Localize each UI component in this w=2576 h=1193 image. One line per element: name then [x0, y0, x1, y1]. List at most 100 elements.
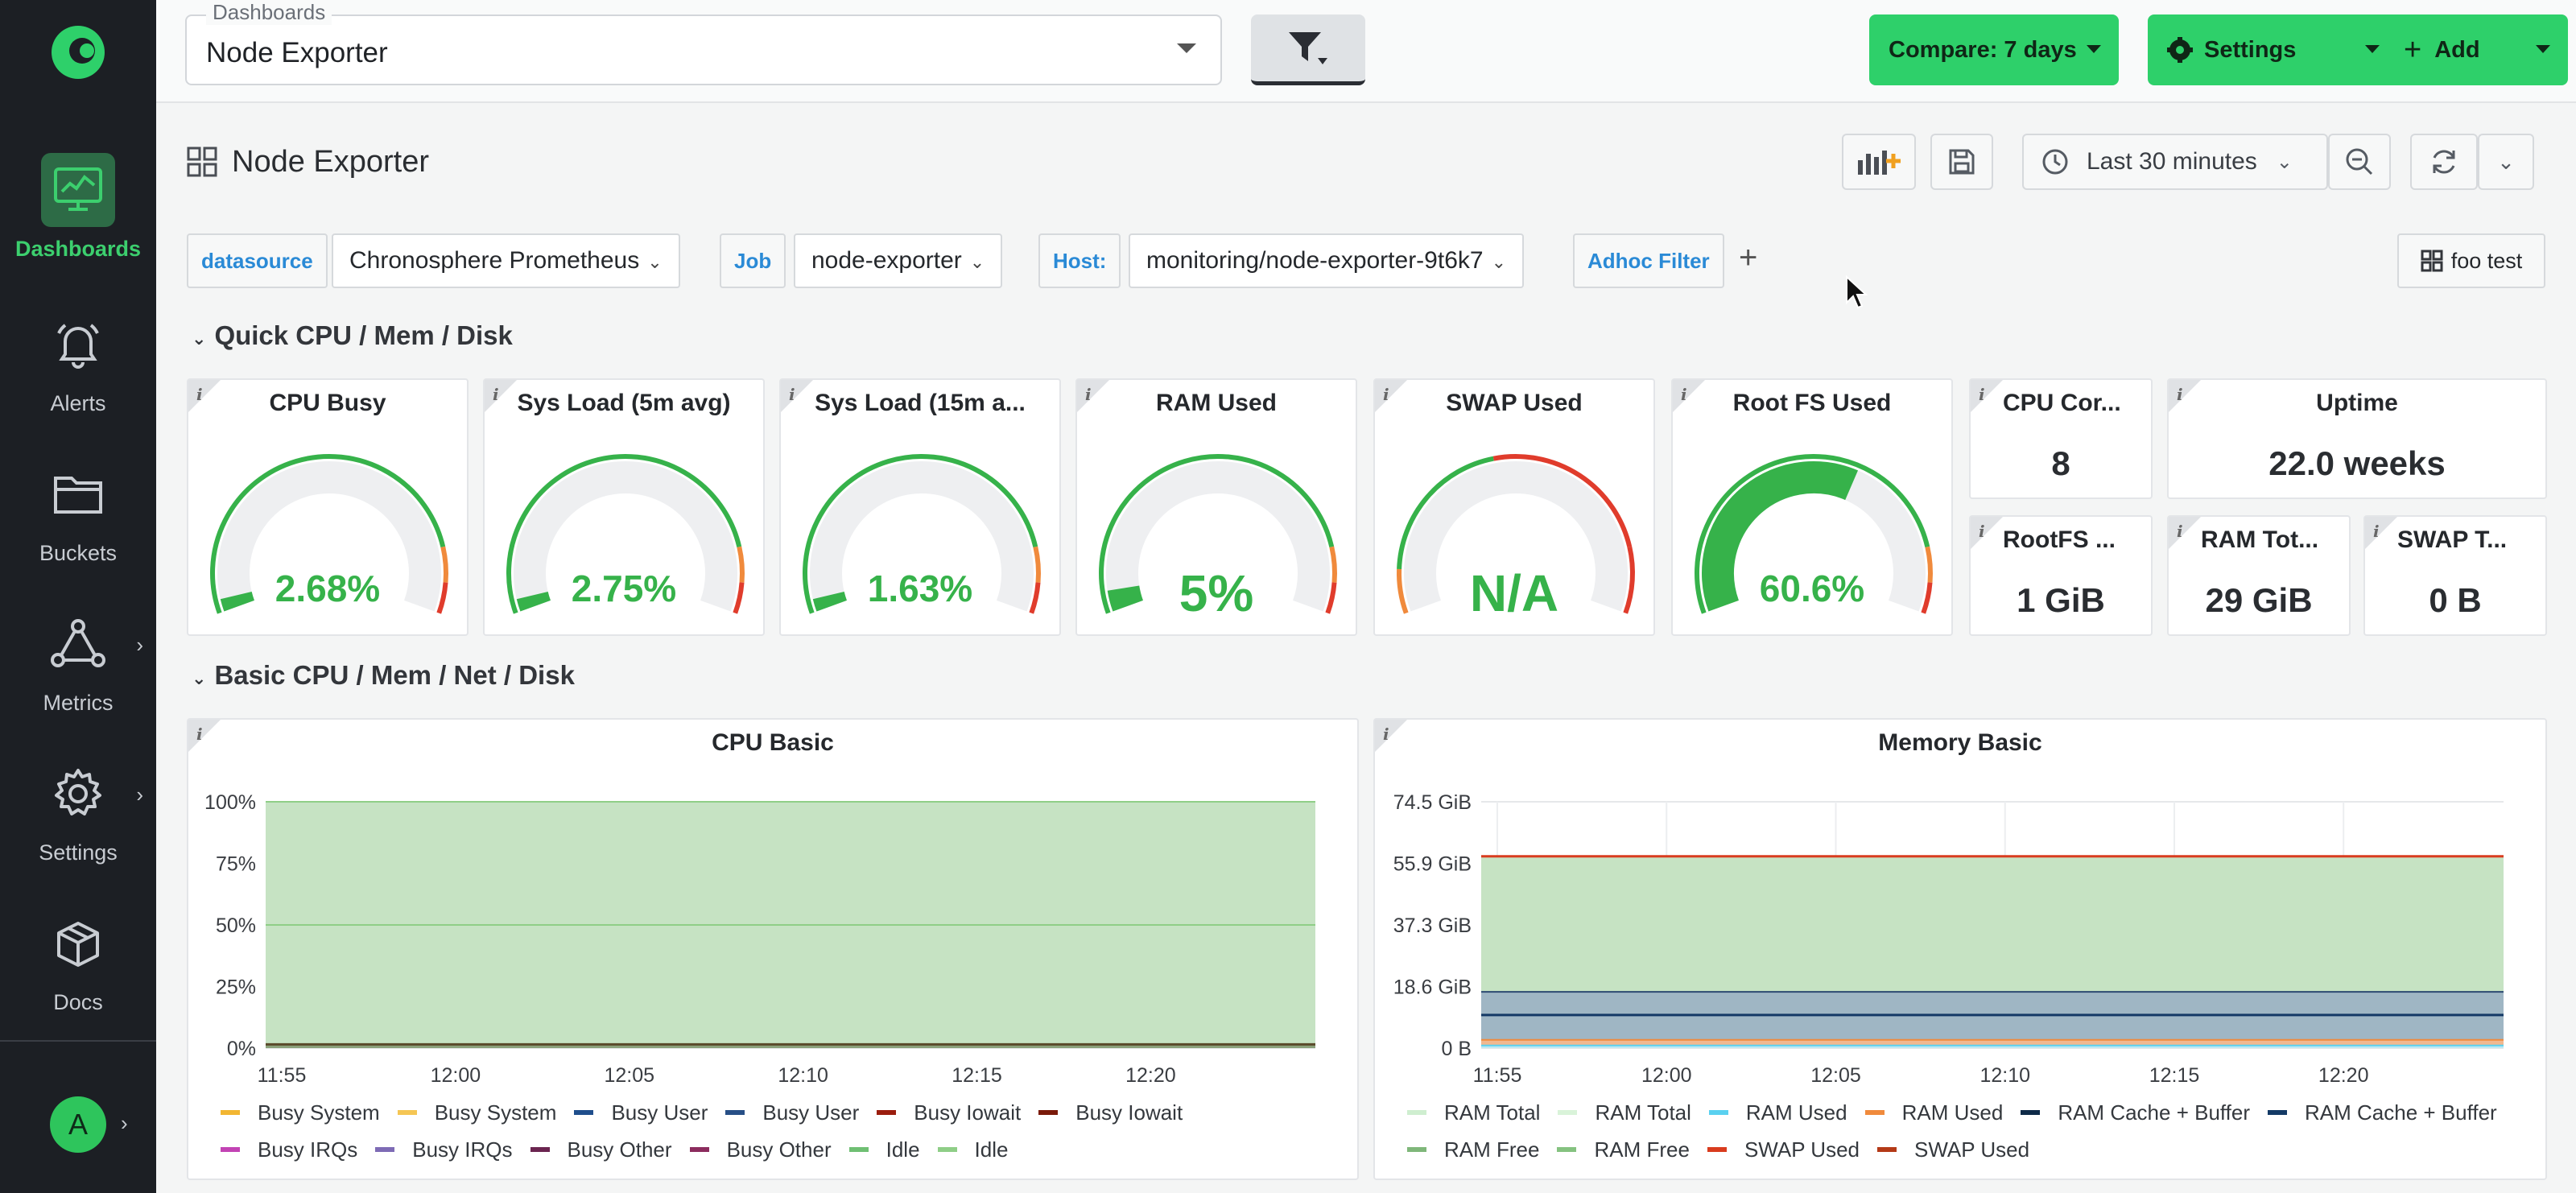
info-icon[interactable]: i — [2373, 522, 2380, 541]
job-select[interactable]: node-exporter ⌄ — [794, 233, 1003, 288]
gauge-panel[interactable]: i Sys Load (5m avg) 2.75% — [483, 378, 765, 636]
add-filter-button[interactable]: + — [1739, 240, 1758, 275]
settings-button[interactable]: Settings — [2148, 14, 2397, 85]
legend-item[interactable]: RAM Cache + Buffer — [2268, 1096, 2497, 1129]
info-icon[interactable]: i — [2177, 385, 2183, 404]
time-range-picker[interactable]: Last 30 minutes ⌄ — [2022, 134, 2328, 190]
legend-item[interactable]: Busy Other — [689, 1133, 832, 1166]
info-icon[interactable]: i — [196, 724, 203, 744]
filter-button[interactable] — [1251, 14, 1365, 85]
save-dashboard-button[interactable] — [1930, 134, 1993, 190]
info-icon[interactable]: i — [2177, 522, 2183, 541]
legend-item[interactable]: RAM Total — [1407, 1096, 1540, 1129]
info-icon[interactable]: i — [1085, 385, 1092, 404]
info-icon[interactable]: i — [1681, 385, 1687, 404]
legend-item[interactable]: Idle — [848, 1133, 920, 1166]
legend-item[interactable]: RAM Used — [1708, 1096, 1847, 1129]
series-area — [1481, 1045, 2504, 1048]
info-icon[interactable]: i — [1979, 522, 1985, 541]
stat-panel-swap-total[interactable]: i SWAP T... 0 B — [2363, 515, 2547, 636]
sidebar-item-alerts[interactable]: Alerts — [0, 308, 156, 416]
stat-value: 0 B — [2429, 581, 2482, 619]
foo-test-button[interactable]: foo test — [2397, 233, 2545, 288]
gauge-value-arc — [1702, 461, 1859, 612]
legend-swatch — [2021, 1110, 2041, 1115]
info-icon[interactable]: i — [1979, 385, 1985, 404]
gauge-threshold-band — [1325, 582, 1337, 614]
sidebar-item-label: Settings — [39, 840, 118, 865]
legend-item[interactable]: Busy Iowait — [877, 1096, 1021, 1129]
gauge-value-arc — [812, 591, 848, 612]
legend-item[interactable]: Busy System — [221, 1096, 380, 1129]
chevron-right-icon[interactable]: › — [136, 782, 143, 807]
legend-swatch — [221, 1110, 240, 1115]
row-quick-cpu-mem-disk[interactable]: ⌄ Quick CPU / Mem / Disk — [192, 320, 513, 351]
legend-item[interactable]: Busy IRQs — [221, 1133, 357, 1166]
gauge-panel[interactable]: i CPU Busy 2.68% — [187, 378, 469, 636]
gauge-panel[interactable]: i Root FS Used 60.6% — [1671, 378, 1953, 636]
y-tick-label: 74.5 GiB — [1393, 791, 1472, 814]
add-button[interactable]: + Add — [2383, 14, 2568, 85]
legend-item[interactable]: Busy IRQs — [375, 1133, 513, 1166]
clock-icon — [2042, 149, 2068, 175]
stat-panel-cpu-cores[interactable]: i CPU Cor... 8 — [1969, 378, 2153, 499]
legend-item[interactable]: Busy User — [725, 1096, 859, 1129]
x-tick-label: 12:05 — [604, 1064, 654, 1087]
zoom-out-button[interactable] — [2328, 134, 2391, 190]
sidebar-item-settings[interactable]: Settings › — [0, 757, 156, 865]
add-panel-button[interactable] — [1842, 134, 1916, 190]
panel-cpu-basic[interactable]: i CPU Basic 100% 75% 50% 25% 0% 11:55 12:00 12:… — [187, 718, 1359, 1180]
y-tick-label: 37.3 GiB — [1393, 914, 1472, 937]
dashboard-select[interactable]: Dashboards Node Exporter — [185, 0, 1222, 85]
x-tick-label: 12:00 — [431, 1064, 481, 1087]
sidebar-item-buckets[interactable]: Buckets — [0, 457, 156, 566]
stat-value: 1 GiB — [2017, 581, 2105, 619]
compare-button[interactable]: Compare: 7 days — [1869, 14, 2119, 85]
stat-panel-uptime[interactable]: i Uptime 22.0 weeks — [2167, 378, 2547, 499]
legend-item[interactable]: SWAP Used — [1877, 1133, 2029, 1166]
refresh-interval-dropdown[interactable]: ⌄ — [2478, 134, 2534, 190]
host-select[interactable]: monitoring/node-exporter-9t6k7 ⌄ — [1129, 233, 1525, 288]
legend-item[interactable]: Busy User — [574, 1096, 708, 1129]
legend-item[interactable]: RAM Free — [1557, 1133, 1690, 1166]
info-icon[interactable]: i — [493, 385, 499, 404]
compare-label: Compare: 7 days — [1889, 36, 2077, 63]
legend-label: SWAP Used — [1744, 1137, 1860, 1162]
stat-value: 29 GiB — [2205, 581, 2313, 619]
datasource-select[interactable]: Chronosphere Prometheus ⌄ — [332, 233, 680, 288]
info-icon[interactable]: i — [789, 385, 795, 404]
gauge-panel[interactable]: i Sys Load (15m a... 1.63% — [779, 378, 1061, 636]
avatar[interactable]: A — [50, 1096, 106, 1153]
legend-item[interactable]: RAM Used — [1864, 1096, 2003, 1129]
sidebar-item-docs[interactable]: Docs — [0, 906, 156, 1015]
sidebar-item-label: Dashboards — [14, 237, 142, 261]
legend-swatch — [1038, 1110, 1059, 1115]
stat-panel-rootfs[interactable]: i RootFS ... 1 GiB — [1969, 515, 2153, 636]
legend-item[interactable]: Idle — [937, 1133, 1008, 1166]
legend-item[interactable]: Busy Iowait — [1038, 1096, 1183, 1129]
gauge-panel[interactable]: i RAM Used 5% — [1075, 378, 1357, 636]
stat-panel-ram-total[interactable]: i RAM Tot... 29 GiB — [2167, 515, 2351, 636]
legend-swatch — [1864, 1110, 1885, 1115]
legend-item[interactable]: RAM Total — [1558, 1096, 1691, 1129]
info-icon[interactable]: i — [196, 385, 203, 404]
legend-item[interactable]: SWAP Used — [1707, 1133, 1860, 1166]
chronosphere-logo[interactable] — [50, 24, 106, 80]
gauge-chart — [1695, 454, 1933, 614]
info-icon[interactable]: i — [1383, 724, 1389, 744]
chevron-right-icon[interactable]: › — [121, 1111, 128, 1135]
adhoc-filter-label[interactable]: Adhoc Filter — [1573, 233, 1724, 288]
info-icon[interactable]: i — [1383, 385, 1389, 404]
legend-item[interactable]: Busy System — [397, 1096, 556, 1129]
sidebar: Dashboards Alerts Buckets Metrics › Sett… — [0, 0, 156, 1193]
refresh-button[interactable] — [2410, 134, 2478, 190]
sidebar-item-metrics[interactable]: Metrics › — [0, 607, 156, 716]
chevron-right-icon[interactable]: › — [136, 633, 143, 657]
panel-memory-basic[interactable]: i Memory Basic 74.5 GiB 55.9 GiB 37.3 GiB 1… — [1373, 718, 2547, 1180]
legend-item[interactable]: Busy Other — [530, 1133, 672, 1166]
legend-item[interactable]: RAM Free — [1407, 1133, 1539, 1166]
sidebar-item-dashboards[interactable]: Dashboards — [0, 153, 156, 262]
legend-item[interactable]: RAM Cache + Buffer — [2021, 1096, 2250, 1129]
row-basic-cpu-mem-net-disk[interactable]: ⌄ Basic CPU / Mem / Net / Disk — [192, 660, 575, 691]
gauge-panel[interactable]: i SWAP Used N/A — [1373, 378, 1655, 636]
